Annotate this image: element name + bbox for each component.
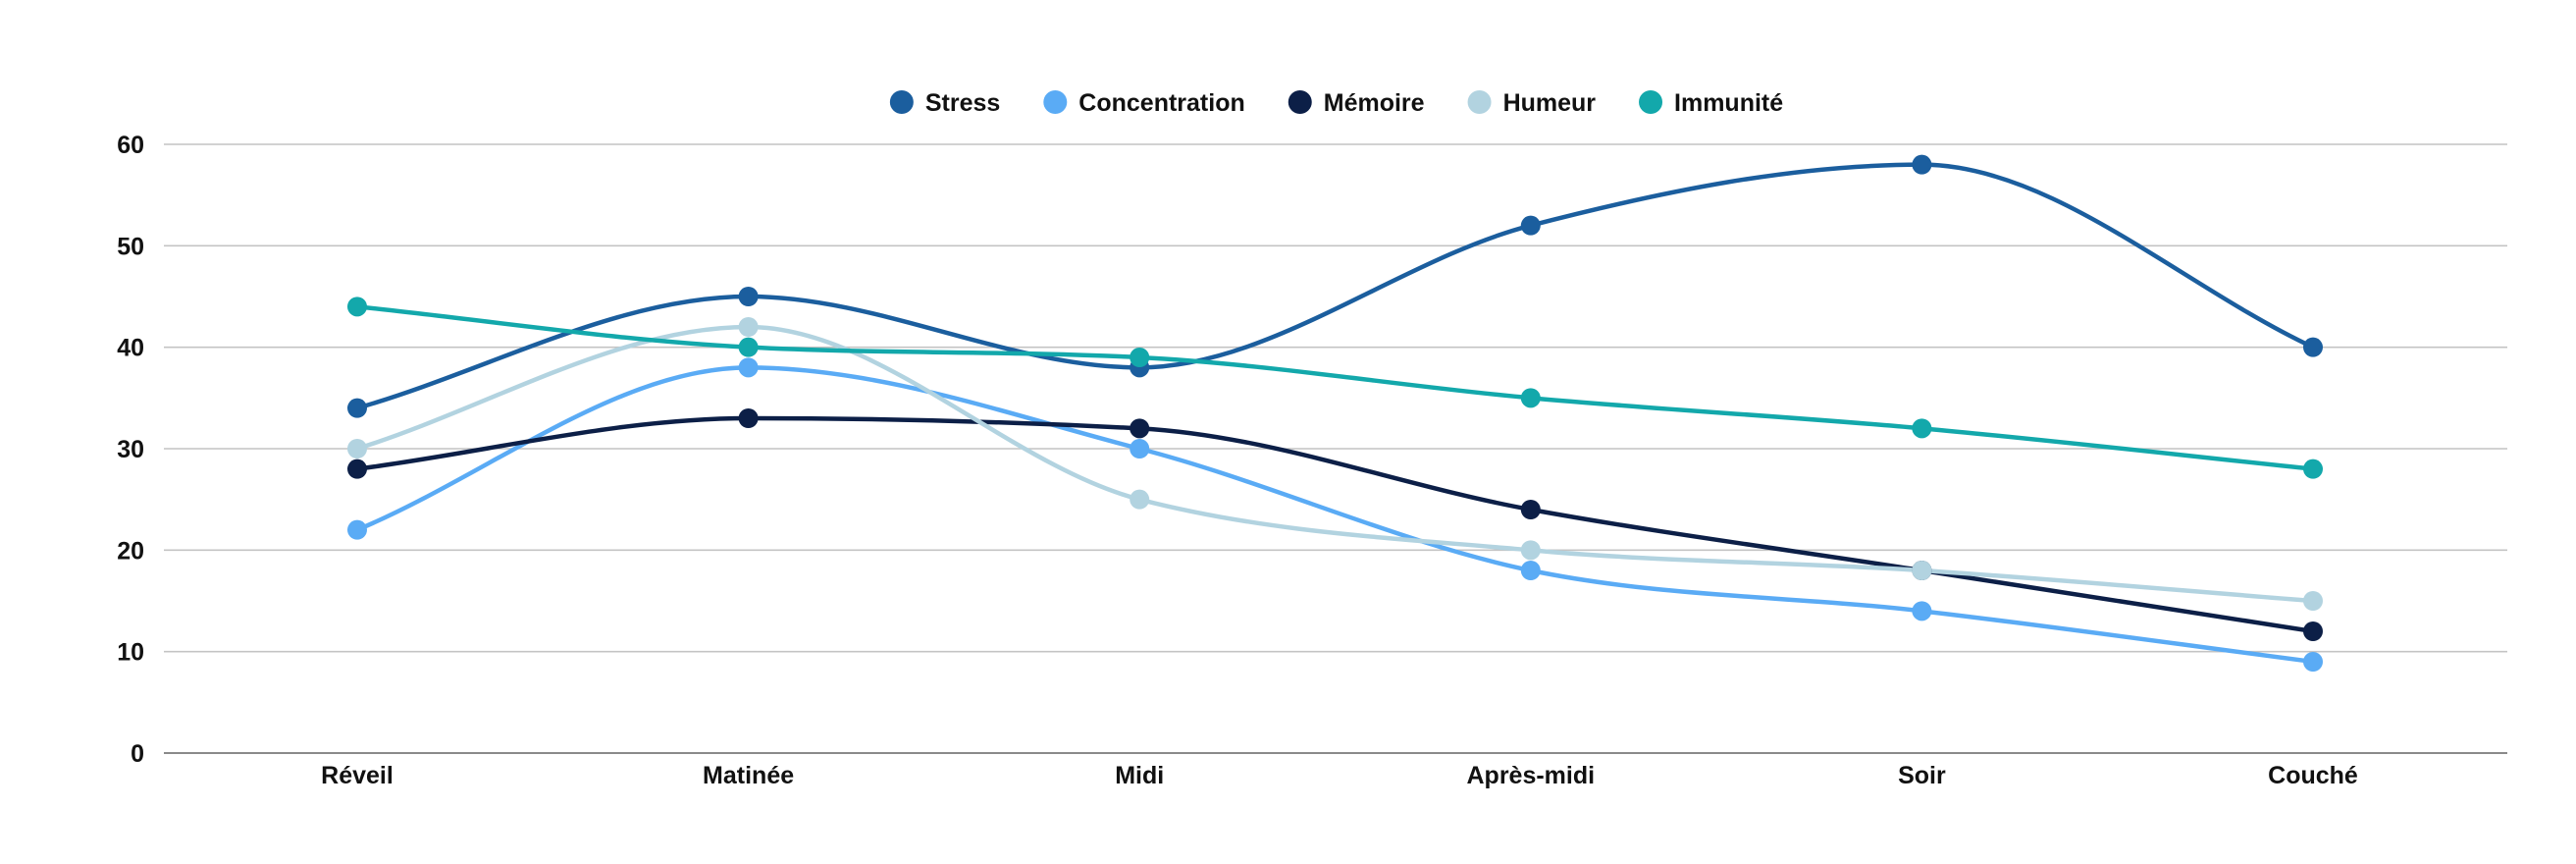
legend-label: Mémoire bbox=[1324, 89, 1425, 117]
y-tick-label: 30 bbox=[117, 436, 144, 463]
data-point[interactable] bbox=[738, 357, 759, 378]
y-tick-label: 0 bbox=[131, 740, 144, 768]
x-tick-label: Midi bbox=[1115, 762, 1164, 789]
legend-label: Stress bbox=[925, 89, 1000, 117]
y-axis: 0 10 20 30 40 50 60 bbox=[117, 132, 144, 768]
data-point[interactable] bbox=[1520, 561, 1541, 580]
data-point[interactable] bbox=[2303, 591, 2323, 611]
x-tick-label: Réveil bbox=[321, 762, 394, 789]
data-point[interactable] bbox=[347, 439, 367, 459]
y-tick-label: 20 bbox=[117, 537, 144, 565]
data-point[interactable] bbox=[738, 317, 759, 337]
data-point[interactable] bbox=[1912, 154, 1932, 175]
legend-marker bbox=[1288, 90, 1312, 114]
series-group bbox=[347, 154, 2323, 672]
data-point[interactable] bbox=[1912, 601, 1932, 621]
legend-item[interactable]: Stress bbox=[889, 89, 1000, 117]
series-line-0 bbox=[354, 162, 2316, 410]
data-point[interactable] bbox=[1130, 439, 1150, 459]
data-point[interactable] bbox=[1520, 215, 1541, 236]
data-point[interactable] bbox=[738, 408, 759, 428]
x-tick-label: Soir bbox=[1898, 762, 1946, 789]
data-point[interactable] bbox=[1520, 540, 1541, 561]
data-point[interactable] bbox=[2303, 337, 2323, 357]
legend-item[interactable]: Mémoire bbox=[1288, 89, 1425, 117]
y-tick-label: 40 bbox=[117, 335, 144, 362]
data-point[interactable] bbox=[1130, 348, 1150, 367]
legend-item[interactable]: Concentration bbox=[1043, 89, 1245, 117]
data-point[interactable] bbox=[738, 287, 759, 306]
grid bbox=[164, 143, 2507, 754]
legend-marker bbox=[1043, 90, 1068, 114]
series-line-1 bbox=[354, 365, 2316, 665]
data-point[interactable] bbox=[347, 297, 367, 317]
legend-label: Humeur bbox=[1503, 89, 1597, 117]
series-line-3 bbox=[354, 324, 2316, 604]
data-point[interactable] bbox=[2303, 621, 2323, 641]
legend: Stress Concentration Mémoire Humeur Immunité bbox=[889, 89, 1783, 117]
y-tick-label: 50 bbox=[117, 233, 144, 260]
data-point[interactable] bbox=[1130, 418, 1150, 439]
data-point[interactable] bbox=[1520, 500, 1541, 519]
legend-marker bbox=[1467, 90, 1492, 114]
legend-marker bbox=[889, 90, 914, 114]
data-point[interactable] bbox=[1912, 418, 1932, 439]
y-tick-label: 10 bbox=[117, 639, 144, 667]
data-point[interactable] bbox=[347, 519, 367, 540]
data-point[interactable] bbox=[2303, 459, 2323, 479]
data-point[interactable] bbox=[2303, 652, 2323, 672]
legend-marker bbox=[1639, 90, 1663, 114]
legend-item[interactable]: Immunité bbox=[1639, 89, 1783, 117]
data-point[interactable] bbox=[1520, 388, 1541, 408]
data-point[interactable] bbox=[738, 337, 759, 357]
data-point[interactable] bbox=[1912, 561, 1932, 580]
x-tick-label: Après-midi bbox=[1467, 762, 1596, 789]
data-point[interactable] bbox=[347, 398, 367, 418]
legend-item[interactable]: Humeur bbox=[1467, 89, 1597, 117]
series-line-4 bbox=[354, 304, 2316, 471]
series-line-2 bbox=[354, 415, 2316, 634]
x-tick-label: Couché bbox=[2268, 762, 2358, 789]
x-axis: Réveil Matinée Midi Après-midi Soir Couché bbox=[321, 762, 2358, 789]
legend-label: Concentration bbox=[1078, 89, 1244, 117]
data-point[interactable] bbox=[1130, 489, 1150, 510]
legend-label: Immunité bbox=[1674, 89, 1783, 117]
y-tick-label: 60 bbox=[117, 132, 144, 159]
data-point[interactable] bbox=[347, 459, 367, 479]
x-tick-label: Matinée bbox=[703, 762, 794, 789]
